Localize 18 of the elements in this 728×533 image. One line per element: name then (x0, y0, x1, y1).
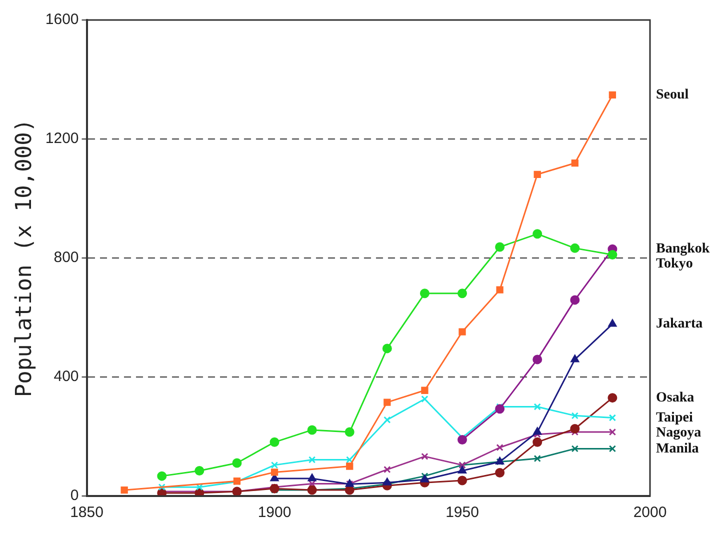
text: Manila (656, 441, 699, 456)
x-tick-label: 1900 (258, 504, 292, 522)
x-tick-label: 1850 (70, 504, 104, 522)
y-tick-label: 1200 (45, 130, 79, 148)
text: Osaka (656, 390, 694, 406)
y-axis-title: Population (x 10,000) (12, 118, 37, 398)
y-tick-label: 0 (70, 487, 79, 504)
text: Taipei (656, 410, 693, 426)
y-tick-label: 1600 (45, 11, 79, 28)
text: Seoul (656, 88, 689, 103)
y-tick-label: 400 (54, 368, 79, 386)
text: Jakarta (656, 316, 703, 332)
x-tick-label: 2000 (633, 504, 667, 522)
text: Bangkok (656, 242, 710, 257)
text: Tokyo (656, 256, 693, 272)
text: Nagoya (656, 425, 702, 440)
x-tick-label: 1950 (446, 504, 479, 522)
y-tick-label: 800 (54, 249, 79, 266)
